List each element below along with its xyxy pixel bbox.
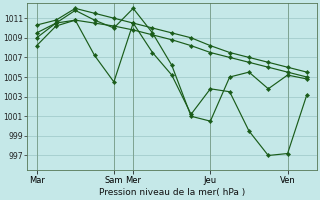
X-axis label: Pression niveau de la mer( hPa ): Pression niveau de la mer( hPa ) (99, 188, 245, 197)
